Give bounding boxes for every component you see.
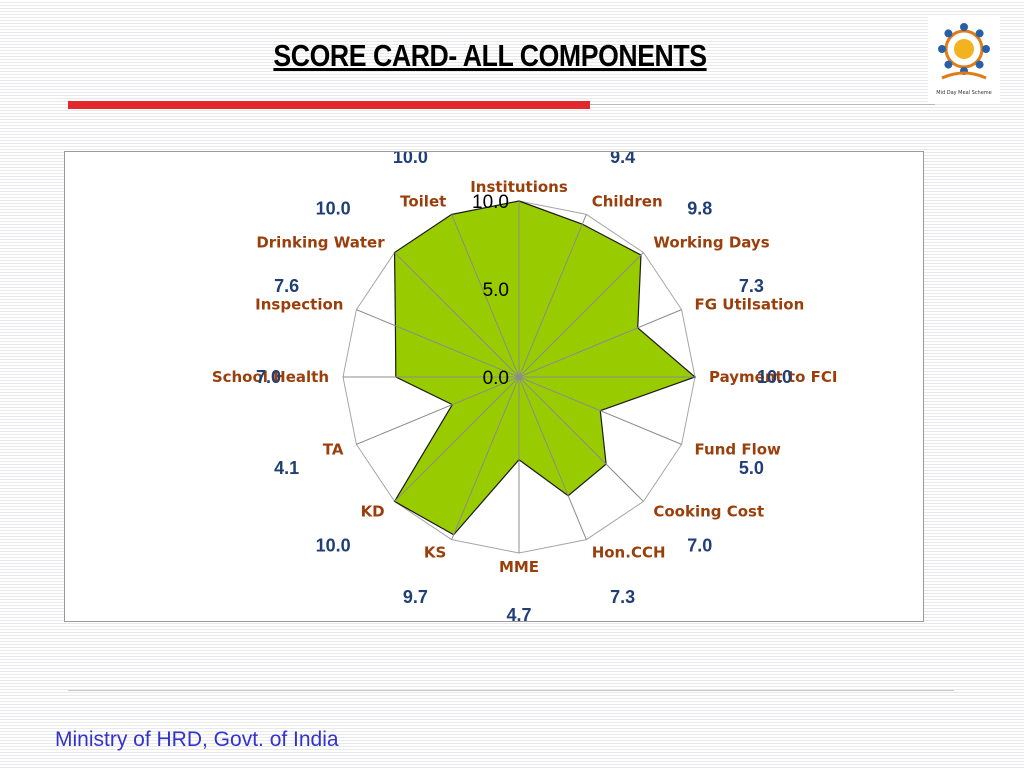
category-label: FG Utilsation: [695, 295, 805, 313]
category-label: School Health: [212, 368, 329, 386]
value-label: 7.0: [687, 535, 712, 555]
value-label: 4.7: [506, 605, 531, 623]
radar-spoke: [518, 376, 682, 445]
radial-tick-label: 10.0: [472, 192, 509, 213]
value-label: 5.0: [739, 458, 764, 478]
radar-spoke: [518, 309, 682, 378]
footer-divider-line: [68, 690, 954, 691]
category-label: Drinking Water: [256, 234, 385, 252]
radar-spoke: [451, 376, 520, 540]
value-label: 10.0: [316, 535, 351, 555]
category-label: KD: [361, 502, 385, 520]
value-label: 7.3: [739, 276, 764, 296]
value-label: 10.0: [757, 367, 792, 387]
radar-spoke: [356, 376, 520, 445]
category-label: TA: [323, 441, 344, 459]
footer-text: Ministry of HRD, Govt. of India: [55, 728, 339, 751]
category-label: Hon.CCH: [592, 544, 666, 562]
radar-spoke: [394, 376, 520, 502]
value-label: 7.3: [610, 587, 635, 607]
category-label: KS: [424, 544, 446, 562]
radar-spoke: [518, 376, 587, 540]
value-label: 7.0: [256, 367, 281, 387]
slide-title: SCORE CARD- ALL COMPONENTS: [273, 38, 707, 73]
value-label: 4.1: [274, 458, 299, 478]
title-divider-line: [590, 104, 935, 105]
category-label: MME: [499, 558, 539, 576]
category-label: Children: [592, 192, 663, 210]
radar-chart: 0.05.010.0Institutions10.0Children9.4Wor…: [212, 152, 838, 623]
category-label: Fund Flow: [695, 441, 782, 459]
radar-spoke: [518, 252, 644, 378]
category-label: Payment to FCI: [709, 368, 837, 386]
category-label: Cooking Cost: [653, 502, 764, 520]
category-label: Institutions: [470, 178, 568, 196]
chart-panel: 0.05.010.0Institutions10.0Children9.4Wor…: [64, 151, 924, 623]
logo-emblem-icon: [938, 23, 990, 80]
value-label: 9.7: [403, 587, 428, 607]
radar-spoke: [356, 309, 520, 378]
radar-spoke: [518, 376, 644, 502]
radial-tick-label: 0.0: [483, 368, 509, 389]
value-label: 9.4: [610, 152, 635, 167]
value-label: 10.0: [393, 152, 428, 167]
radial-tick-label: 5.0: [483, 280, 509, 301]
category-label: Working Days: [653, 234, 769, 252]
category-label: Inspection: [255, 295, 343, 313]
value-label: 9.8: [687, 199, 712, 219]
radar-spoke: [394, 252, 520, 378]
radar-spoke: [518, 214, 587, 378]
radar-spoke: [451, 214, 520, 378]
value-label: 10.0: [316, 199, 351, 219]
radar-series-area: [393, 200, 697, 536]
mid-day-meal-logo: Mid Day Meal Scheme: [928, 16, 1000, 104]
category-label: Toilet: [400, 192, 446, 210]
logo-caption: Mid Day Meal Scheme: [936, 90, 992, 96]
value-label: 7.6: [274, 276, 299, 296]
title-accent-rule: [68, 101, 590, 109]
